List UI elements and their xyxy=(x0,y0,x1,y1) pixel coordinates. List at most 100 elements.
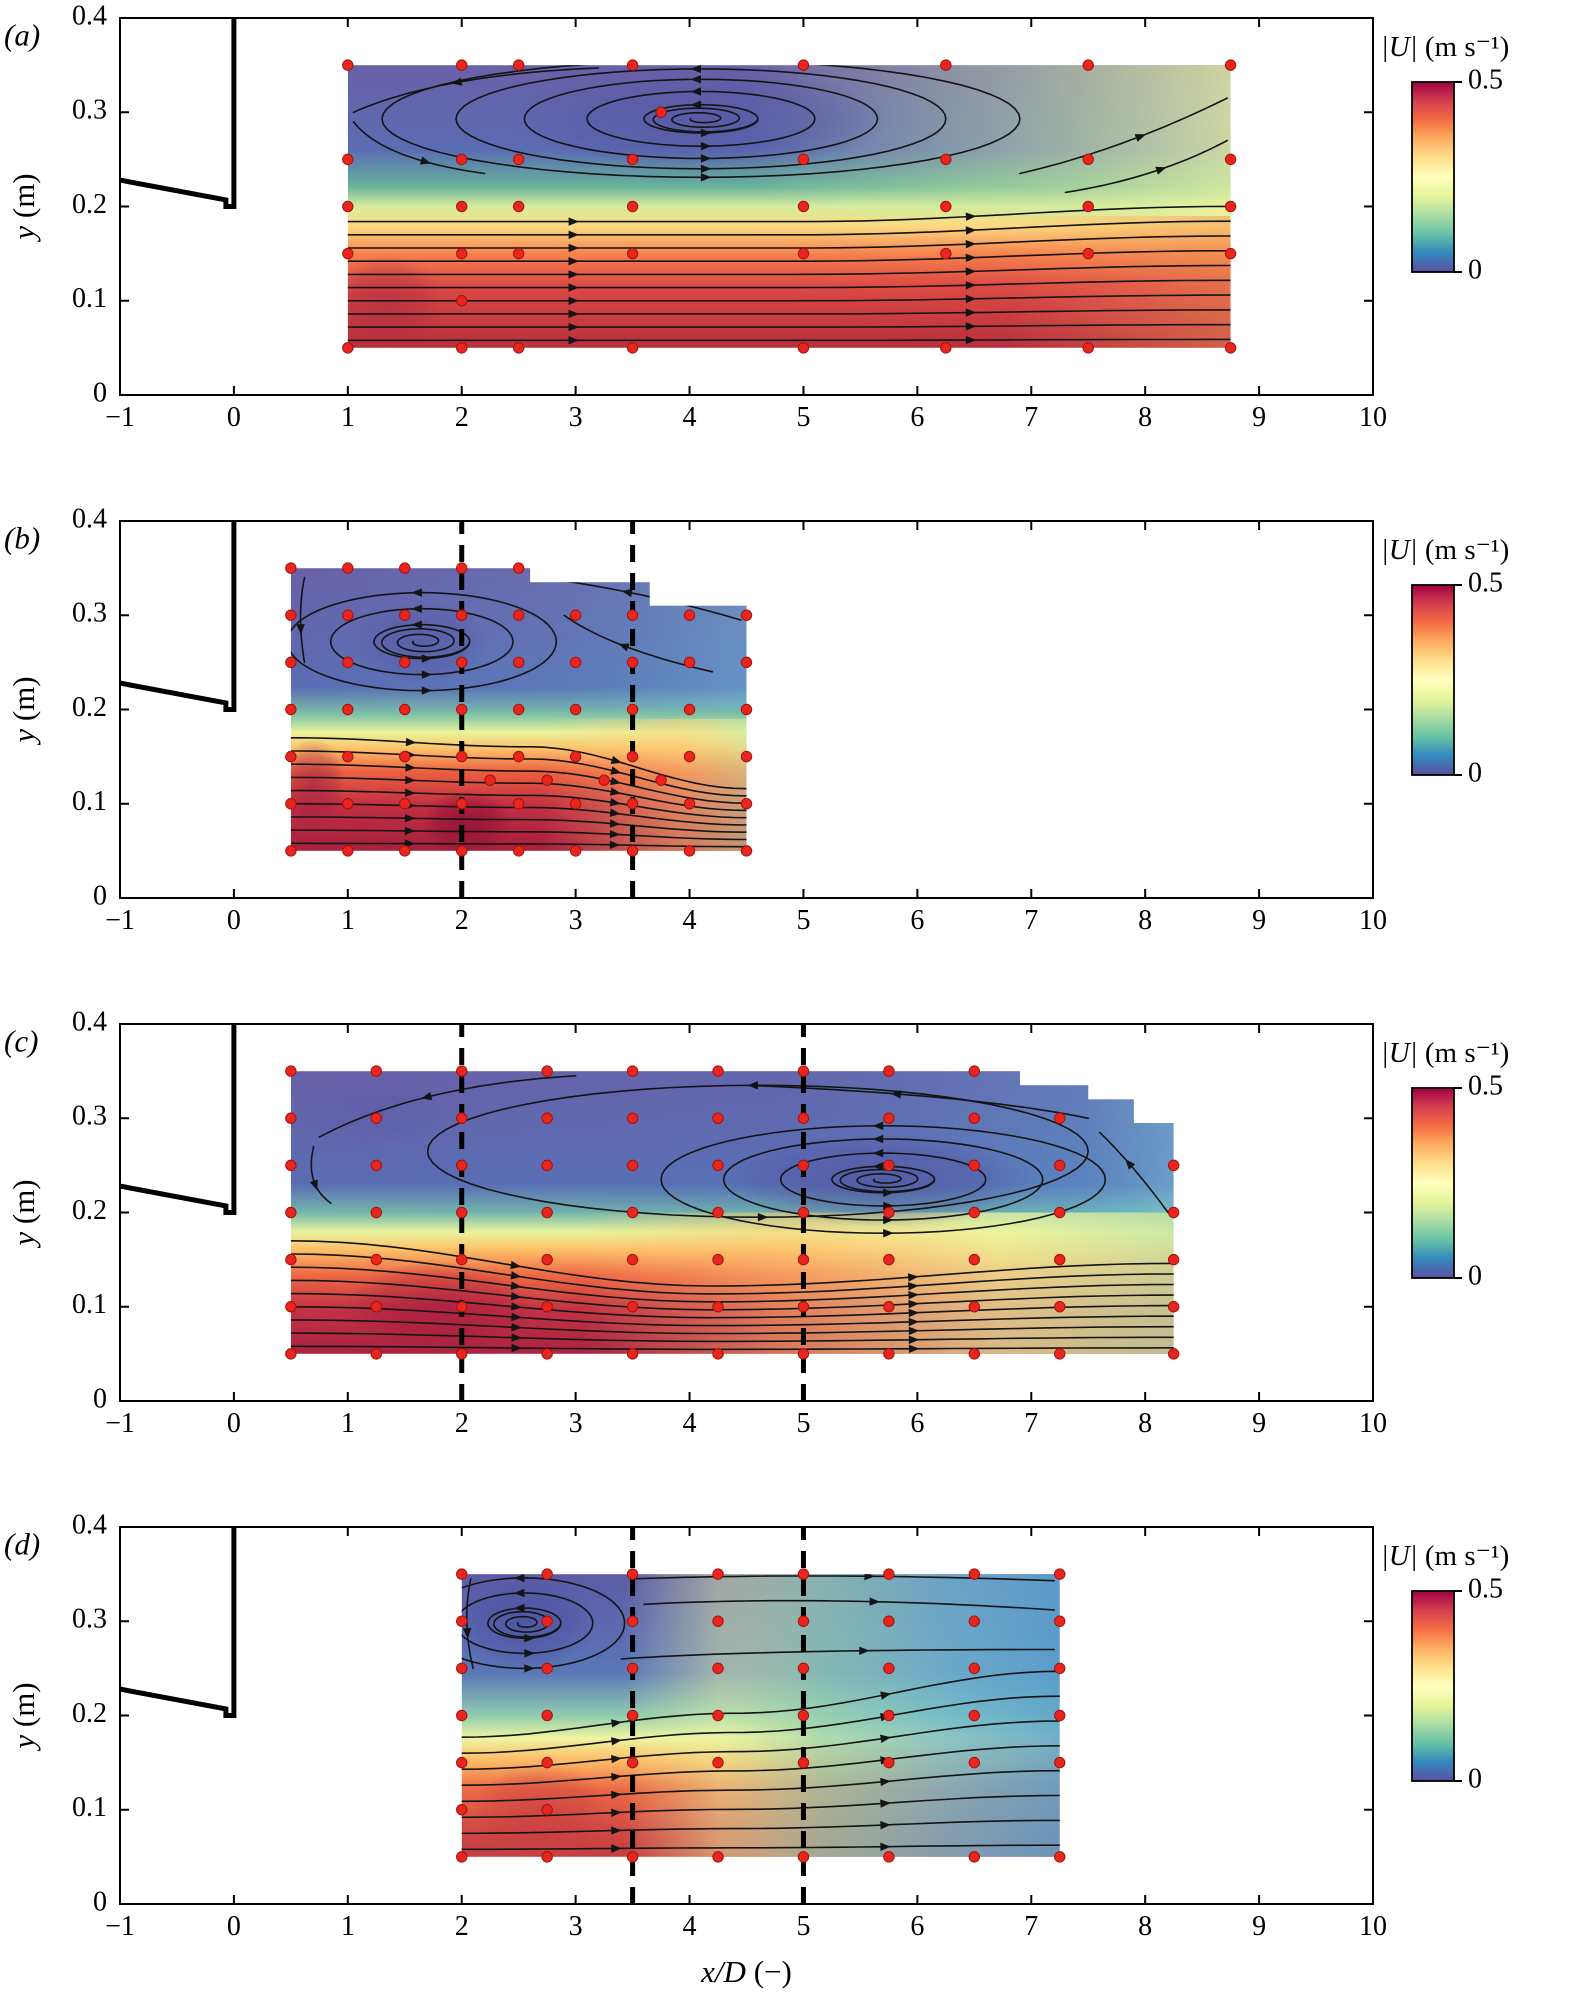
measurement-point xyxy=(456,1206,468,1219)
return-flow-streamline xyxy=(1064,139,1228,194)
flow-arrow-icon xyxy=(859,1646,870,1655)
measurement-point xyxy=(683,656,696,669)
measurement-point xyxy=(968,1253,981,1266)
y-tick-label: 0.3 xyxy=(72,1101,107,1132)
measurement-point xyxy=(1054,1159,1066,1172)
vortex-spiral xyxy=(381,628,471,658)
measurement-point xyxy=(740,750,753,763)
colorbar-label-part: |U| xyxy=(1381,1037,1418,1069)
measurement-point xyxy=(883,1065,895,1077)
measurement-point xyxy=(883,1112,895,1124)
measurement-point xyxy=(285,609,297,621)
step-geometry xyxy=(119,1024,237,1215)
jet-streamline xyxy=(461,1670,1060,1738)
y-tick-label: 0.1 xyxy=(72,1289,107,1320)
flow-arrow-icon xyxy=(611,1790,622,1800)
measurement-point xyxy=(1167,1348,1180,1360)
flow-arrow-icon xyxy=(908,1344,920,1354)
y-axis-label: y (m) xyxy=(6,1682,41,1751)
x-tick-label: 6 xyxy=(910,905,924,936)
measurement-point xyxy=(883,1568,895,1580)
x-axis-label-part: (−) xyxy=(746,1954,792,1989)
flow-arrow-icon xyxy=(405,737,417,747)
measurement-point xyxy=(797,1615,810,1627)
measurement-point xyxy=(712,1568,724,1580)
measurement-point xyxy=(512,153,525,166)
measurement-point xyxy=(1167,1253,1180,1266)
flow-arrow-icon xyxy=(908,1291,919,1300)
measurement-point xyxy=(683,609,696,621)
measurement-point xyxy=(484,774,496,786)
measurement-point xyxy=(342,247,354,260)
jet-streamline xyxy=(347,235,1231,249)
x-tick-label: 8 xyxy=(1138,1408,1152,1439)
measurement-point xyxy=(740,798,753,810)
x-tick-label: 0 xyxy=(227,1408,241,1439)
colorbar-gradient xyxy=(1411,1590,1455,1782)
measurement-point xyxy=(797,247,810,260)
flow-arrow-icon xyxy=(568,309,579,319)
measurement-point xyxy=(797,1662,810,1675)
measurement-point xyxy=(712,1709,724,1722)
flow-arrow-icon xyxy=(611,1808,622,1817)
measurement-point xyxy=(1054,1348,1066,1360)
measurement-point xyxy=(456,609,468,621)
x-tick-label: 5 xyxy=(796,402,810,433)
measurement-point xyxy=(940,153,952,166)
flow-arrow-icon xyxy=(883,1229,894,1238)
flow-arrow-icon xyxy=(700,173,712,182)
y-axis-label-part: (m) xyxy=(6,1682,41,1735)
measurement-point xyxy=(712,1348,724,1360)
measurement-point xyxy=(1167,1206,1180,1219)
flow-arrow-icon xyxy=(411,620,422,629)
flow-arrow-icon xyxy=(568,230,580,239)
flow-arrow-icon xyxy=(965,212,977,221)
x-axis-label: x/D (−) xyxy=(700,1954,792,1989)
colorbar-gradient xyxy=(1411,81,1455,273)
flow-arrow-icon xyxy=(421,670,433,679)
flow-arrow-icon xyxy=(421,686,433,695)
flow-arrow-icon xyxy=(872,1162,884,1171)
measurement-point xyxy=(1054,1851,1066,1863)
measurement-point xyxy=(740,845,753,857)
colorbar: 0.5 0 |U| (m s⁻¹) xyxy=(1381,31,1510,285)
measurement-point xyxy=(569,750,582,763)
x-tick-label: 4 xyxy=(683,1911,697,1942)
y-tick-label: 0.3 xyxy=(72,95,107,126)
colorbar-tick-label-max: 0.5 xyxy=(1468,64,1503,95)
flow-arrow-icon xyxy=(524,1649,535,1658)
flow-arrow-icon xyxy=(510,1260,522,1270)
x-tick-label: 5 xyxy=(796,905,810,936)
colorbar-tick-label-min: 0 xyxy=(1468,1260,1482,1291)
measurement-point xyxy=(342,609,354,621)
velocity-field xyxy=(461,1574,1060,1857)
measurement-point xyxy=(883,1756,895,1769)
measurement-point xyxy=(456,200,468,213)
measurement-point xyxy=(1082,200,1094,213)
colorbar-label-part: |U| xyxy=(1381,31,1418,63)
measurement-point xyxy=(626,1709,639,1722)
flow-arrow-icon xyxy=(611,1772,622,1782)
measurement-point xyxy=(541,1851,553,1863)
flow-arrow-icon xyxy=(511,1343,523,1353)
x-tick-label: 2 xyxy=(455,1408,469,1439)
flow-arrow-icon xyxy=(419,156,432,165)
x-tick-label: 3 xyxy=(569,905,583,936)
colorbar: 0.5 0 |U| (m s⁻¹) xyxy=(1381,1037,1510,1291)
flow-arrow-icon xyxy=(690,56,701,64)
measurement-point xyxy=(512,750,525,763)
measurement-point xyxy=(797,1851,810,1863)
x-tick-label: 5 xyxy=(796,1408,810,1439)
measurement-point xyxy=(626,1253,639,1266)
measurement-point xyxy=(626,1112,639,1124)
flow-arrow-icon xyxy=(609,829,621,839)
streamlines xyxy=(290,576,747,849)
flow-arrow-icon xyxy=(568,296,579,305)
jet-streamline xyxy=(347,264,1231,276)
colorbar-gradient xyxy=(1411,1087,1455,1279)
x-tick-label: −1 xyxy=(105,905,135,936)
measurement-point xyxy=(512,703,525,716)
